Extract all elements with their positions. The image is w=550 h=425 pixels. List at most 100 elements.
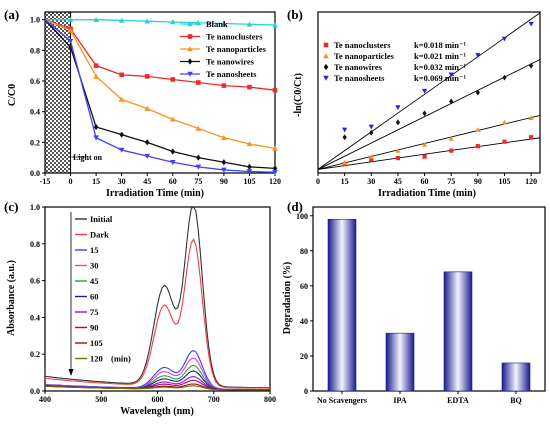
data-point — [118, 147, 125, 153]
data-point — [368, 154, 374, 159]
legend-marker — [187, 46, 193, 52]
y-tick-label: 0.4 — [30, 108, 40, 117]
y-tick-label: 0.8 — [30, 240, 40, 249]
y-tick-label: 0.0 — [30, 169, 40, 178]
data-point — [67, 27, 74, 33]
data-point — [475, 144, 480, 149]
data-point — [501, 119, 508, 125]
legend-marker — [187, 34, 193, 39]
data-point — [395, 119, 401, 126]
legend-label: Te nanosheets — [334, 73, 385, 83]
legend-label: Te nanosheets — [206, 69, 257, 79]
data-point — [221, 159, 227, 166]
legend-label: 105 — [90, 338, 103, 348]
legend-label: 90 — [90, 323, 99, 333]
legend-label: 120 — [90, 354, 103, 364]
panel-c-label: (c) — [4, 199, 18, 214]
data-point — [221, 134, 227, 141]
legend-k-label: k=0.021 min⁻¹ — [414, 51, 466, 61]
data-point — [369, 157, 374, 162]
data-point — [369, 129, 374, 136]
legend-marker — [323, 63, 329, 71]
data-point — [247, 163, 252, 170]
y-tick-label: 0.2 — [30, 138, 40, 147]
data-point — [395, 105, 401, 111]
data-point — [93, 16, 99, 22]
y-tick-label: 0.8 — [30, 46, 40, 55]
data-point — [449, 98, 454, 105]
x-tick-label: 15 — [92, 177, 100, 186]
data-point — [144, 18, 151, 24]
data-point — [501, 36, 508, 42]
x-tick-label: 105 — [498, 177, 510, 186]
panel-a-xlabel: Irradiation Time (min) — [106, 188, 204, 199]
panel-c-ylabel: Absorbance (a.u.) — [6, 260, 17, 336]
x-tick-label: No Scavengers — [317, 396, 367, 405]
legend-arrow-head — [68, 369, 74, 376]
data-point — [246, 169, 253, 175]
panel-b-label: (b) — [287, 7, 303, 22]
data-point — [529, 135, 534, 140]
x-tick-label: 90 — [220, 177, 228, 186]
x-tick-label: 15 — [341, 177, 349, 186]
x-tick-label: 800 — [264, 395, 276, 404]
legend-label: 75 — [90, 307, 99, 317]
legend-marker — [323, 53, 329, 59]
data-point — [169, 116, 176, 122]
bar — [385, 332, 415, 392]
data-point — [528, 21, 534, 27]
x-tick-label: 75 — [447, 177, 455, 186]
data-point — [502, 139, 507, 144]
data-point — [246, 141, 253, 147]
data-point — [342, 134, 347, 141]
legend-label: Te nanoclusters — [334, 40, 391, 50]
data-point — [272, 22, 278, 28]
data-point — [342, 159, 348, 165]
data-point — [421, 88, 428, 94]
x-tick-label: 60 — [421, 177, 429, 186]
series-line — [44, 19, 276, 91]
legend-k-label: k=0.018 min⁻¹ — [414, 40, 466, 50]
data-point — [93, 135, 99, 141]
data-point — [422, 110, 427, 117]
y-tick-label: 0.6 — [30, 77, 40, 86]
x-tick-label: 400 — [39, 395, 51, 404]
legend-label: 45 — [90, 276, 99, 286]
x-tick-label: 30 — [118, 177, 126, 186]
x-tick-label: 600 — [152, 395, 164, 404]
x-tick-label: 105 — [243, 177, 255, 186]
panel-a-label: (a) — [4, 7, 19, 22]
data-point — [221, 83, 227, 88]
data-point — [169, 159, 176, 166]
x-tick-label: 75 — [194, 177, 202, 186]
dark-period-region — [45, 12, 71, 173]
legend-k-label: k=0.032 min⁻¹ — [414, 62, 466, 72]
y-tick-label: 100 — [296, 212, 308, 221]
x-tick-label: 90 — [474, 177, 482, 186]
data-point — [93, 73, 99, 79]
panel-d: (d) Degradation (%) 0 20 40 60 80 100 No Scave… — [282, 199, 546, 405]
y-tick-label: 40 — [300, 317, 308, 326]
data-point — [342, 127, 348, 133]
data-point — [93, 123, 99, 131]
legend-label: Te nanoparticles — [206, 44, 267, 54]
legend-label: Initial — [90, 214, 113, 224]
y-tick-label: 0.6 — [30, 277, 40, 286]
legend-label: Te nanowires — [206, 57, 255, 67]
legend-k-label: k=0.069 min⁻¹ — [414, 73, 466, 83]
y-tick-label: 1.0 — [30, 16, 40, 25]
data-point — [196, 80, 201, 85]
series-line — [44, 19, 276, 150]
series-line — [44, 19, 276, 173]
data-point — [247, 84, 252, 90]
legend-label: Dark — [90, 230, 109, 240]
data-point — [528, 115, 534, 120]
data-point — [272, 169, 278, 176]
data-point — [144, 74, 150, 79]
legend-unit: (min) — [111, 354, 131, 364]
panel-c-xlabel: Wavelength (nm) — [120, 406, 194, 417]
y-tick-label: 20 — [300, 352, 308, 361]
data-point — [118, 17, 125, 23]
x-tick-label: 700 — [208, 395, 220, 404]
data-point — [502, 74, 507, 81]
